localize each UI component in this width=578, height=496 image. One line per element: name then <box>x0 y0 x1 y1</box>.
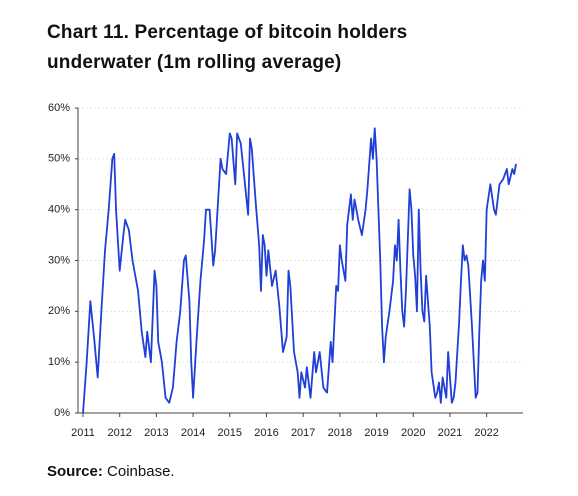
y-tick-label: 50% <box>48 153 70 165</box>
y-tick-label: 30% <box>48 254 70 266</box>
x-tick-label: 2017 <box>291 427 315 439</box>
y-tick-label: 20% <box>48 305 70 317</box>
x-tick-label: 2022 <box>474 427 498 439</box>
x-tick-label: 2014 <box>181 427 205 439</box>
x-tick-label: 2016 <box>254 427 278 439</box>
x-tick-label: 2015 <box>218 427 242 439</box>
y-tick-label: 60% <box>48 102 70 114</box>
source-label: Source: <box>47 463 103 480</box>
y-tick-label: 10% <box>48 356 70 368</box>
series-line <box>82 127 517 414</box>
source: Source: Coinbase. <box>47 463 175 480</box>
x-tick-label: 2021 <box>438 427 462 439</box>
source-text: Coinbase. <box>107 463 175 480</box>
x-tick-label: 2013 <box>144 427 168 439</box>
y-tick-label: 40% <box>48 204 70 216</box>
x-tick-label: 2018 <box>328 427 352 439</box>
y-tick-label: 0% <box>54 407 70 419</box>
x-tick-label: 2012 <box>107 427 131 439</box>
chart-title: Chart 11. Percentage of bitcoin holders … <box>47 22 408 73</box>
x-tick-label: 2019 <box>364 427 388 439</box>
x-tick-label: 2011 <box>71 427 95 439</box>
x-tick-label: 2020 <box>401 427 425 439</box>
